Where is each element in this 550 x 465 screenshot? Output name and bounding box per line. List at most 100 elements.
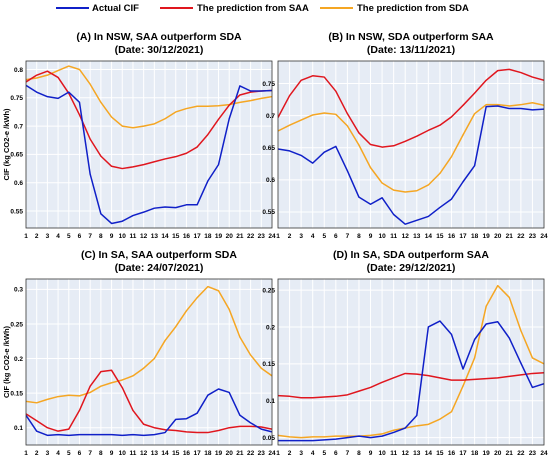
panel-b-xtick-label: 2 — [288, 233, 292, 240]
panel-c: (C) In SA, SAA outperform SDA (Date: 24/… — [2, 249, 276, 457]
panel-a-xtick-label: 14 — [161, 233, 169, 240]
panel-b-xtick-label: 8 — [357, 233, 361, 240]
panel-c-xtick-label: 13 — [151, 450, 159, 457]
panel-d-subtitle: (Date: 29/12/2021) — [367, 262, 456, 274]
panel-d-plot-area — [278, 279, 544, 445]
panel-c-subtitle: (Date: 24/07/2021) — [115, 262, 204, 274]
panel-a-ytick-label: 0.55 — [10, 208, 23, 215]
panel-a-ytick-label: 0.75 — [10, 95, 23, 102]
panel-c-xtick-label: 8 — [99, 450, 103, 457]
panel-b-xtick-label: 3 — [299, 233, 303, 240]
panel-a-xtick-label: 22 — [247, 233, 255, 240]
panel-d-xtick-label: 8 — [357, 450, 361, 457]
panel-a-series-saa — [26, 70, 272, 170]
panel-b-xtick-label: 17 — [459, 233, 467, 240]
panel-b-xtick-label: 19 — [483, 233, 491, 240]
panel-a-xtick-label: 16 — [183, 233, 191, 240]
panel-b-xtick-label: 24 — [540, 233, 548, 240]
panel-c-xtick-label: 23 — [258, 450, 266, 457]
panel-b-xtick-label: 23 — [529, 233, 537, 240]
panel-c-ytick-label: 0.25 — [10, 321, 23, 328]
panel-a-ytick-label: 0.7 — [14, 123, 23, 130]
panel-b-ytick-label: 0.75 — [262, 81, 275, 88]
panel-b-xtick-label: 4 — [311, 233, 315, 240]
panel-b-xtick-label: 7 — [346, 233, 350, 240]
panel-c-ytick-label: 0.15 — [10, 390, 23, 397]
panel-c-xtick-label: 2 — [35, 450, 39, 457]
panel-c-title: (C) In SA, SAA outperform SDA — [81, 249, 237, 261]
panel-d-xtick-label: 21 — [506, 450, 514, 457]
panel-c-ytick-label: 0.3 — [14, 287, 23, 294]
panel-a-ytick-label: 0.8 — [14, 67, 23, 74]
panel-b-xtick-label: 1 — [276, 233, 280, 240]
panel-d-xtick-label: 24 — [540, 450, 548, 457]
panel-d-ytick-label: 0.05 — [262, 435, 275, 442]
panel-d-xtick-label: 13 — [413, 450, 421, 457]
panel-d-xtick-label: 22 — [517, 450, 525, 457]
panel-c-xtick-label: 5 — [67, 450, 71, 457]
panel-c-ylabel: CIF (kg CO2-e /kWh) — [2, 325, 11, 398]
panel-c-ytick-label: 0.1 — [14, 425, 23, 432]
panel-a-xtick-label: 3 — [46, 233, 50, 240]
panel-d-xtick-label: 12 — [402, 450, 410, 457]
panel-b-series-saa — [278, 68, 544, 148]
panel-c-xtick-label: 14 — [161, 450, 169, 457]
panel-c-series-actual-cif — [26, 388, 272, 437]
panel-a-xtick-label: 8 — [99, 233, 103, 240]
panel-d-ytick-label: 0.2 — [266, 324, 275, 331]
panel-c-xtick-label: 18 — [204, 450, 212, 457]
panel-c-xtick-label: 10 — [119, 450, 127, 457]
panel-a-xtick-label: 15 — [172, 233, 180, 240]
panel-c-xtick-label: 22 — [247, 450, 255, 457]
panel-a-xtick-label: 23 — [258, 233, 266, 240]
panel-d-xtick-label: 15 — [436, 450, 444, 457]
panel-a-xtick-label: 5 — [67, 233, 71, 240]
panel-a-xtick-label: 10 — [119, 233, 127, 240]
panel-d-xtick-label: 7 — [346, 450, 350, 457]
panel-c-xtick-label: 11 — [130, 450, 137, 457]
panel-b-xtick-label: 11 — [390, 233, 397, 240]
panel-b: (B) In NSW, SDA outperform SAA (Date: 13… — [262, 31, 548, 240]
panel-b-xtick-label: 12 — [402, 233, 410, 240]
panel-d-xtick-label: 11 — [390, 450, 397, 457]
panel-c-xtick-label: 6 — [78, 450, 82, 457]
legend-item-actual-cif: Actual CIF — [56, 3, 139, 14]
legend-item-saa: The prediction from SAA — [160, 3, 309, 14]
panel-d-title: (D) In SA, SDA outperform SAA — [333, 249, 489, 261]
panel-b-ytick-label: 0.65 — [262, 145, 275, 152]
panel-c-xtick-label: 17 — [194, 450, 202, 457]
panel-d-ytick-label: 0.1 — [266, 398, 275, 405]
panel-a-xtick-label: 18 — [204, 233, 212, 240]
panel-a-xtick-label: 19 — [215, 233, 223, 240]
panel-a-plot-area — [26, 61, 272, 228]
panel-c-xtick-label: 20 — [226, 450, 234, 457]
panel-b-xtick-label: 5 — [322, 233, 326, 240]
panel-a-title: (A) In NSW, SAA outperform SDA — [76, 31, 242, 43]
panel-a-xtick-label: 9 — [110, 233, 114, 240]
panel-b-xtick-label: 10 — [378, 233, 386, 240]
legend-label-saa: The prediction from SAA — [197, 3, 309, 14]
panel-a-xtick-label: 2 — [35, 233, 39, 240]
panel-a: (A) In NSW, SAA outperform SDA (Date: 30… — [2, 31, 276, 240]
panel-d-xtick-label: 20 — [494, 450, 502, 457]
panel-b-xtick-label: 15 — [436, 233, 444, 240]
panel-d-ytick-label: 0.15 — [262, 361, 275, 368]
panel-a-frame — [25, 60, 273, 229]
panel-a-xtick-label: 1 — [24, 233, 28, 240]
panel-b-ytick-label: 0.55 — [262, 209, 275, 216]
panel-b-plot-area — [278, 61, 544, 228]
panel-c-xtick-label: 21 — [236, 450, 244, 457]
legend-label-actual-cif: Actual CIF — [92, 3, 139, 14]
panel-d-xtick-label: 9 — [369, 450, 373, 457]
panel-d-xtick-label: 19 — [483, 450, 491, 457]
panel-d-series-saa — [278, 371, 544, 399]
panel-b-xtick-label: 18 — [471, 233, 479, 240]
panel-a-xtick-label: 24 — [268, 233, 276, 240]
panel-c-series-sda — [26, 285, 272, 404]
panel-d: (D) In SA, SDA outperform SAA (Date: 29/… — [262, 249, 548, 457]
panel-d-xtick-label: 2 — [288, 450, 292, 457]
panel-c-ytick-label: 0.2 — [14, 356, 23, 363]
panel-c-xtick-label: 19 — [215, 450, 223, 457]
panel-b-frame — [277, 60, 545, 229]
